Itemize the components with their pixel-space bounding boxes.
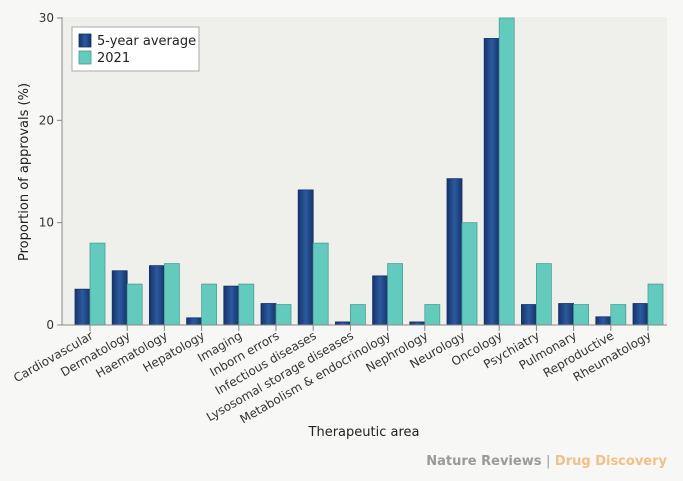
y-axis-title: Proportion of approvals (%) [17, 83, 32, 261]
credit-journal: Drug Discovery [554, 454, 667, 469]
bar-2021-dermatology [126, 283, 143, 326]
bar-2021-lysosomal-storage-diseases [349, 304, 366, 326]
bar-5-year-average-dermatology [111, 270, 128, 326]
bar-5-year-average-pulmonary [558, 303, 574, 326]
bar-2021-infectious-diseases [312, 242, 329, 326]
y-tick-label: 20 [39, 113, 54, 127]
bar-5-year-average-inborn-errors [260, 303, 277, 326]
legend-swatch-2021 [78, 50, 92, 65]
bar-2021-reproductive [610, 304, 627, 326]
credit-separator: | [545, 454, 551, 469]
bar-2021-psychiatry [536, 263, 552, 326]
bar-2021-nephrology [424, 304, 441, 326]
bar-2021-inborn-errors [275, 304, 292, 326]
bar-5-year-average-infectious-diseases [297, 189, 314, 326]
bar-2021-neurology [461, 222, 478, 326]
y-tick-label: 30 [39, 11, 54, 25]
bar-5-year-average-imaging [223, 285, 240, 326]
legend-label-2021: 2021 [97, 51, 130, 66]
x-axis-title: Therapeutic area [308, 425, 420, 440]
bar-2021-pulmonary [573, 304, 589, 326]
credit-publisher: Nature Reviews [426, 454, 542, 469]
bar-5-year-average-oncology [483, 38, 500, 326]
legend-label-5-year-average: 5-year average [97, 34, 196, 49]
bar-2021-hepatology [201, 283, 218, 326]
bar-5-year-average-cardiovascular [74, 288, 91, 326]
bar-2021-oncology [498, 17, 515, 326]
legend: 5-year average 2021 [71, 26, 200, 72]
bar-5-year-average-hepatology [186, 317, 203, 326]
bar-2021-haematology [163, 263, 180, 326]
bar-2021-cardiovascular [89, 242, 106, 326]
credit-line: Nature Reviews | Drug Discovery [426, 454, 667, 469]
legend-swatch-5-year-average [78, 33, 92, 48]
y-tick-label: 0 [46, 318, 54, 332]
bar-5-year-average-psychiatry [521, 304, 537, 326]
bar-2021-metabolism-endocrinology [387, 263, 404, 326]
bar-5-year-average-haematology [148, 265, 165, 326]
y-tick-label: 10 [39, 216, 54, 230]
bar-2021-rheumatology [647, 283, 664, 326]
bar-5-year-average-rheumatology [632, 303, 649, 326]
bar-5-year-average-reproductive [595, 316, 612, 326]
bar-5-year-average-metabolism-endocrinology [372, 275, 389, 326]
legend-box [71, 26, 200, 72]
bar-2021-imaging [238, 283, 255, 326]
bar-5-year-average-neurology [446, 178, 463, 326]
